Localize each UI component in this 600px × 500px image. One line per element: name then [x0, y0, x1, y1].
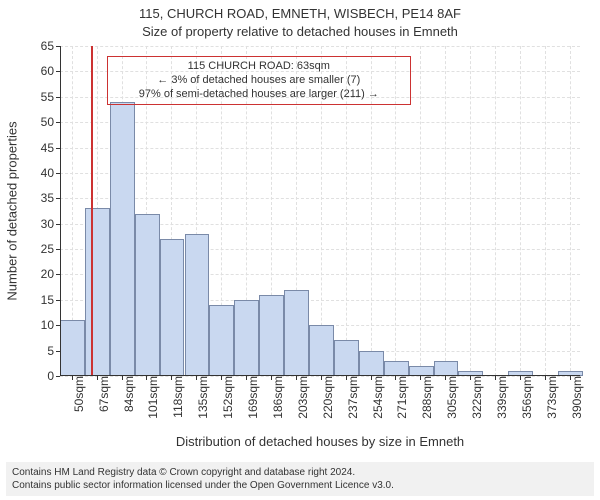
x-tick-mark: [395, 376, 396, 380]
y-tick-mark: [56, 376, 60, 377]
x-tick-mark: [321, 376, 322, 380]
y-tick-mark: [56, 224, 60, 225]
y-tick-mark: [56, 274, 60, 275]
histogram-bar: [135, 214, 160, 376]
x-tick-mark: [470, 376, 471, 380]
footer-line-1: Contains HM Land Registry data © Crown c…: [12, 466, 588, 479]
y-tick-mark: [56, 173, 60, 174]
chart-title-main: 115, CHURCH ROAD, EMNETH, WISBECH, PE14 …: [0, 6, 600, 21]
histogram-bar: [160, 239, 185, 376]
histogram-bar: [234, 300, 259, 376]
x-tick-mark: [495, 376, 496, 380]
x-tick-label: 101sqm: [140, 376, 160, 419]
x-tick-label: 220sqm: [315, 376, 335, 419]
histogram-bar: [85, 208, 110, 376]
x-tick-mark: [171, 376, 172, 380]
x-tick-mark: [570, 376, 571, 380]
histogram-bar: [359, 351, 384, 376]
histogram-bar: [185, 234, 210, 376]
x-tick-label: 237sqm: [340, 376, 360, 419]
property-marker-line: [91, 46, 93, 376]
footer-line-2: Contains public sector information licen…: [12, 479, 588, 492]
histogram-bar: [434, 361, 459, 376]
histogram-bar: [284, 290, 309, 376]
x-tick-label: 84sqm: [116, 376, 136, 412]
histogram-bar: [334, 340, 359, 376]
annotation-box: 115 CHURCH ROAD: 63sqm ← 3% of detached …: [107, 56, 411, 105]
y-tick-mark: [56, 249, 60, 250]
histogram-bar: [384, 361, 409, 376]
x-tick-label: 271sqm: [389, 376, 409, 419]
y-axis-label: Number of detached properties: [5, 121, 20, 300]
chart-title-sub: Size of property relative to detached ho…: [0, 24, 600, 39]
y-tick-mark: [56, 325, 60, 326]
histogram-bar: [209, 305, 234, 376]
y-tick-mark: [56, 97, 60, 98]
x-tick-mark: [271, 376, 272, 380]
x-tick-mark: [371, 376, 372, 380]
x-tick-label: 186sqm: [265, 376, 285, 419]
x-axis-label: Distribution of detached houses by size …: [60, 434, 580, 449]
histogram-bar: [259, 295, 284, 376]
y-tick-mark: [56, 71, 60, 72]
x-tick-mark: [420, 376, 421, 380]
footer-attribution: Contains HM Land Registry data © Crown c…: [6, 462, 594, 496]
x-tick-mark: [122, 376, 123, 380]
x-tick-label: 135sqm: [190, 376, 210, 419]
x-tick-label: 356sqm: [514, 376, 534, 419]
x-tick-label: 390sqm: [564, 376, 584, 419]
histogram-bar: [60, 320, 85, 376]
y-tick-mark: [56, 351, 60, 352]
x-tick-label: 203sqm: [290, 376, 310, 419]
x-tick-label: 254sqm: [365, 376, 385, 419]
annotation-line-3: 97% of semi-detached houses are larger (…: [114, 87, 404, 101]
annotation-line-2: ← 3% of detached houses are smaller (7): [114, 73, 404, 87]
x-tick-label: 339sqm: [489, 376, 509, 419]
x-tick-mark: [246, 376, 247, 380]
x-tick-mark: [545, 376, 546, 380]
x-tick-label: 288sqm: [414, 376, 434, 419]
x-tick-label: 373sqm: [539, 376, 559, 419]
plot-area: 115 CHURCH ROAD: 63sqm ← 3% of detached …: [60, 46, 580, 376]
x-tick-label: 305sqm: [439, 376, 459, 419]
x-tick-mark: [445, 376, 446, 380]
x-tick-label: 118sqm: [165, 376, 185, 418]
y-tick-mark: [56, 46, 60, 47]
histogram-bar: [110, 102, 135, 376]
x-tick-mark: [146, 376, 147, 380]
x-tick-label: 50sqm: [66, 376, 86, 412]
x-tick-mark: [72, 376, 73, 380]
x-tick-mark: [296, 376, 297, 380]
x-tick-label: 152sqm: [215, 376, 235, 419]
x-tick-mark: [520, 376, 521, 380]
y-tick-mark: [56, 122, 60, 123]
x-tick-label: 322sqm: [464, 376, 484, 419]
x-tick-mark: [196, 376, 197, 380]
figure: 115, CHURCH ROAD, EMNETH, WISBECH, PE14 …: [0, 0, 600, 500]
annotation-line-1: 115 CHURCH ROAD: 63sqm: [114, 59, 404, 73]
y-tick-mark: [56, 198, 60, 199]
histogram-bar: [309, 325, 334, 376]
y-tick-mark: [56, 300, 60, 301]
x-tick-label: 169sqm: [240, 376, 260, 419]
y-tick-mark: [56, 148, 60, 149]
histogram-bar: [409, 366, 434, 376]
x-tick-mark: [346, 376, 347, 380]
x-tick-mark: [221, 376, 222, 380]
x-tick-label: 67sqm: [91, 376, 111, 412]
x-tick-mark: [97, 376, 98, 380]
